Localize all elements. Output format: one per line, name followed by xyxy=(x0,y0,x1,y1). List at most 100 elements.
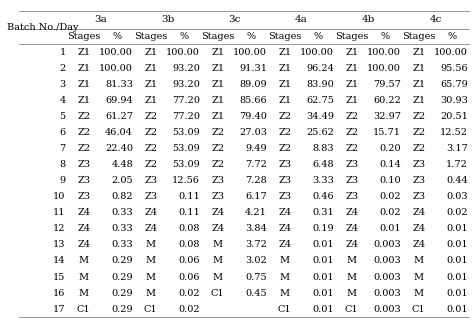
Text: Z4: Z4 xyxy=(278,208,291,217)
Text: 0.01: 0.01 xyxy=(446,256,468,266)
Text: Z4: Z4 xyxy=(278,224,291,233)
Text: 79.57: 79.57 xyxy=(373,80,401,89)
Text: Z2: Z2 xyxy=(211,144,224,153)
Text: Z1: Z1 xyxy=(345,48,358,57)
Text: 0.82: 0.82 xyxy=(112,192,133,201)
Text: C1: C1 xyxy=(278,305,292,314)
Text: Z4: Z4 xyxy=(345,224,358,233)
Text: Z3: Z3 xyxy=(345,192,358,201)
Text: 16: 16 xyxy=(53,289,66,298)
Text: C1: C1 xyxy=(77,305,91,314)
Text: Z4: Z4 xyxy=(412,240,425,249)
Text: 1: 1 xyxy=(59,48,66,57)
Text: Z2: Z2 xyxy=(278,112,291,121)
Text: M: M xyxy=(213,273,223,281)
Text: Z2: Z2 xyxy=(144,144,157,153)
Text: 0.11: 0.11 xyxy=(178,192,200,201)
Text: %: % xyxy=(113,32,122,41)
Text: 65.79: 65.79 xyxy=(440,80,468,89)
Text: 0.003: 0.003 xyxy=(373,256,401,266)
Text: Z3: Z3 xyxy=(412,176,425,185)
Text: %: % xyxy=(247,32,256,41)
Text: Z1: Z1 xyxy=(77,48,90,57)
Text: 5: 5 xyxy=(59,112,66,121)
Text: 27.03: 27.03 xyxy=(239,128,267,137)
Text: 100.00: 100.00 xyxy=(233,48,267,57)
Text: Z1: Z1 xyxy=(412,64,425,73)
Text: Z1: Z1 xyxy=(211,96,224,105)
Text: 25.62: 25.62 xyxy=(306,128,334,137)
Text: 8: 8 xyxy=(59,160,66,169)
Text: Z4: Z4 xyxy=(77,224,90,233)
Text: Z4: Z4 xyxy=(412,224,425,233)
Text: 32.97: 32.97 xyxy=(373,112,401,121)
Text: Z2: Z2 xyxy=(345,128,358,137)
Text: Z3: Z3 xyxy=(211,176,224,185)
Text: Z1: Z1 xyxy=(211,48,224,57)
Text: 61.27: 61.27 xyxy=(105,112,133,121)
Text: 0.19: 0.19 xyxy=(313,224,334,233)
Text: Z2: Z2 xyxy=(77,128,90,137)
Text: 15: 15 xyxy=(53,273,66,281)
Text: C1: C1 xyxy=(211,289,225,298)
Text: Z1: Z1 xyxy=(278,96,291,105)
Text: 2: 2 xyxy=(59,64,66,73)
Text: 0.31: 0.31 xyxy=(313,208,334,217)
Text: 3.02: 3.02 xyxy=(246,256,267,266)
Text: M: M xyxy=(280,289,290,298)
Text: M: M xyxy=(79,256,89,266)
Text: 91.31: 91.31 xyxy=(239,64,267,73)
Text: 0.02: 0.02 xyxy=(446,208,468,217)
Text: 4c: 4c xyxy=(429,15,442,24)
Text: Z1: Z1 xyxy=(211,64,224,73)
Text: 6.48: 6.48 xyxy=(313,160,334,169)
Text: 77.20: 77.20 xyxy=(172,112,200,121)
Text: 15.71: 15.71 xyxy=(373,128,401,137)
Text: 13: 13 xyxy=(53,240,66,249)
Text: Z3: Z3 xyxy=(77,192,90,201)
Text: Z1: Z1 xyxy=(77,80,90,89)
Text: Stages: Stages xyxy=(134,32,168,41)
Text: Stages: Stages xyxy=(67,32,100,41)
Text: Z3: Z3 xyxy=(345,160,358,169)
Text: 0.29: 0.29 xyxy=(112,256,133,266)
Text: Z3: Z3 xyxy=(412,160,425,169)
Text: 0.33: 0.33 xyxy=(111,208,133,217)
Text: 0.10: 0.10 xyxy=(380,176,401,185)
Text: %: % xyxy=(380,32,390,41)
Text: 0.75: 0.75 xyxy=(246,273,267,281)
Text: 0.20: 0.20 xyxy=(380,144,401,153)
Text: 4.21: 4.21 xyxy=(245,208,267,217)
Text: Z2: Z2 xyxy=(77,112,90,121)
Text: 4: 4 xyxy=(59,96,66,105)
Text: Z2: Z2 xyxy=(412,144,425,153)
Text: 0.01: 0.01 xyxy=(313,289,334,298)
Text: 0.01: 0.01 xyxy=(446,240,468,249)
Text: 9.49: 9.49 xyxy=(246,144,267,153)
Text: 3.17: 3.17 xyxy=(446,144,468,153)
Text: %: % xyxy=(180,32,189,41)
Text: 3c: 3c xyxy=(228,15,241,24)
Text: 0.33: 0.33 xyxy=(111,224,133,233)
Text: Z2: Z2 xyxy=(278,144,291,153)
Text: Stages: Stages xyxy=(402,32,436,41)
Text: Z1: Z1 xyxy=(211,80,224,89)
Text: 0.01: 0.01 xyxy=(446,305,468,314)
Text: Z1: Z1 xyxy=(144,80,157,89)
Text: Z3: Z3 xyxy=(278,176,291,185)
Text: 60.22: 60.22 xyxy=(373,96,401,105)
Text: 100.00: 100.00 xyxy=(300,48,334,57)
Text: 3a: 3a xyxy=(94,15,107,24)
Text: 34.49: 34.49 xyxy=(306,112,334,121)
Text: 0.01: 0.01 xyxy=(380,224,401,233)
Text: 79.40: 79.40 xyxy=(239,112,267,121)
Text: 0.01: 0.01 xyxy=(313,273,334,281)
Text: 0.003: 0.003 xyxy=(373,305,401,314)
Text: 1.72: 1.72 xyxy=(446,160,468,169)
Text: M: M xyxy=(414,289,424,298)
Text: M: M xyxy=(79,273,89,281)
Text: 0.33: 0.33 xyxy=(111,240,133,249)
Text: 14: 14 xyxy=(53,256,66,266)
Text: Z1: Z1 xyxy=(144,48,157,57)
Text: 53.09: 53.09 xyxy=(172,144,200,153)
